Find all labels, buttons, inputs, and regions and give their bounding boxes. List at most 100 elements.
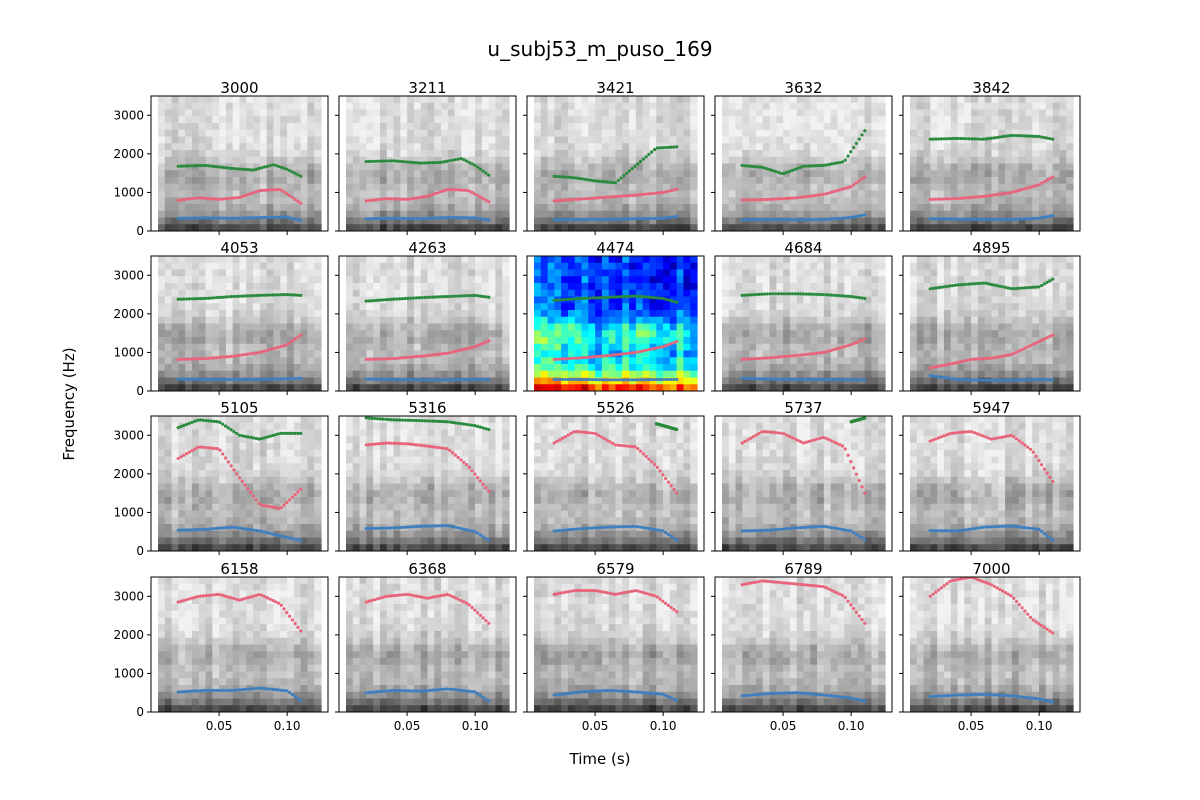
formant-point [981, 217, 985, 222]
formant-point [414, 355, 418, 359]
formant-point [832, 347, 836, 352]
formant-point [799, 440, 803, 444]
formant-point [931, 438, 935, 442]
formant-point [193, 595, 197, 599]
formant-point [956, 529, 960, 533]
formant-point [196, 445, 200, 449]
formant-point [863, 213, 867, 217]
formant-point [235, 526, 239, 530]
formant-point [793, 377, 797, 382]
formant-point [372, 416, 377, 421]
formant-point [442, 295, 446, 299]
formant-point [563, 590, 567, 594]
formant-point [849, 185, 853, 189]
x-tick-label: 0.10 [462, 719, 489, 733]
formant-point [481, 341, 485, 345]
formant-point [611, 295, 615, 299]
formant-point [367, 199, 371, 203]
formant-point [962, 430, 966, 434]
formant-point [1001, 354, 1005, 358]
formant-point [210, 296, 214, 300]
formant-point [448, 351, 452, 355]
formant-point [473, 608, 477, 612]
formant-point [740, 293, 744, 297]
formant-point [370, 442, 374, 446]
formant-point [599, 179, 604, 184]
formant-point [384, 357, 388, 361]
formant-point [459, 157, 463, 161]
formant-point [599, 689, 604, 693]
formant-point [625, 171, 629, 175]
formant-point [597, 354, 601, 358]
formant-point [625, 217, 629, 221]
formant-point [583, 588, 587, 593]
formant-point [204, 356, 208, 361]
formant-point [774, 292, 778, 296]
formant-point [378, 216, 382, 221]
formant-point [586, 178, 590, 182]
track-f3 [928, 277, 1055, 291]
formant-point [588, 355, 593, 359]
formant-point [793, 437, 797, 441]
formant-point [785, 292, 789, 296]
formant-point [826, 525, 831, 529]
formant-point [852, 215, 856, 219]
formant-point [931, 529, 935, 533]
formant-point [967, 217, 971, 221]
formant-point [942, 363, 946, 367]
formant-point [558, 175, 562, 179]
formant-point [434, 524, 438, 528]
formant-point [210, 216, 214, 220]
formant-point [370, 198, 374, 202]
formant-point [776, 355, 781, 359]
formant-point [229, 464, 233, 468]
formant-point [481, 535, 485, 539]
formant-point [666, 532, 671, 537]
formant-point [1051, 137, 1055, 141]
formant-point [774, 691, 778, 695]
formant-point [846, 599, 850, 603]
formant-point [1040, 377, 1044, 382]
formant-point [1042, 337, 1047, 341]
formant-point [237, 598, 242, 602]
formant-point [619, 176, 623, 180]
formant-point [420, 217, 424, 221]
formant-point [936, 694, 941, 698]
formant-point [229, 428, 233, 432]
formant-point [364, 159, 368, 164]
formant-point [470, 216, 474, 220]
formant-point [945, 582, 949, 586]
formant-point [274, 506, 278, 510]
formant-point [945, 433, 949, 437]
formant-point [611, 353, 615, 357]
formant-point [299, 293, 303, 297]
formant-point [945, 197, 949, 201]
formant-point [934, 197, 938, 201]
formant-point [936, 197, 941, 201]
formant-point [644, 155, 648, 159]
formant-point [644, 295, 648, 299]
formant-point [796, 196, 800, 200]
formant-point [1037, 697, 1041, 701]
formant-point [398, 297, 402, 301]
formant-point [962, 693, 966, 697]
formant-point [928, 366, 932, 370]
formant-point [995, 436, 999, 440]
formant-point [285, 167, 289, 171]
panel-4474: 4474 [523, 239, 705, 395]
formant-point [583, 690, 587, 694]
formant-point [431, 353, 435, 357]
formant-point [854, 141, 859, 145]
formant-point [1042, 282, 1047, 286]
panel-frame [150, 576, 329, 713]
formant-point [1017, 134, 1021, 138]
formant-point [243, 434, 247, 438]
formant-point [987, 356, 991, 360]
formant-point [398, 159, 402, 163]
formant-point [981, 194, 985, 199]
formant-point [796, 526, 800, 530]
formant-point [583, 197, 587, 201]
formant-point [459, 378, 463, 382]
formant-point [1020, 606, 1024, 610]
formant-point [467, 346, 471, 350]
